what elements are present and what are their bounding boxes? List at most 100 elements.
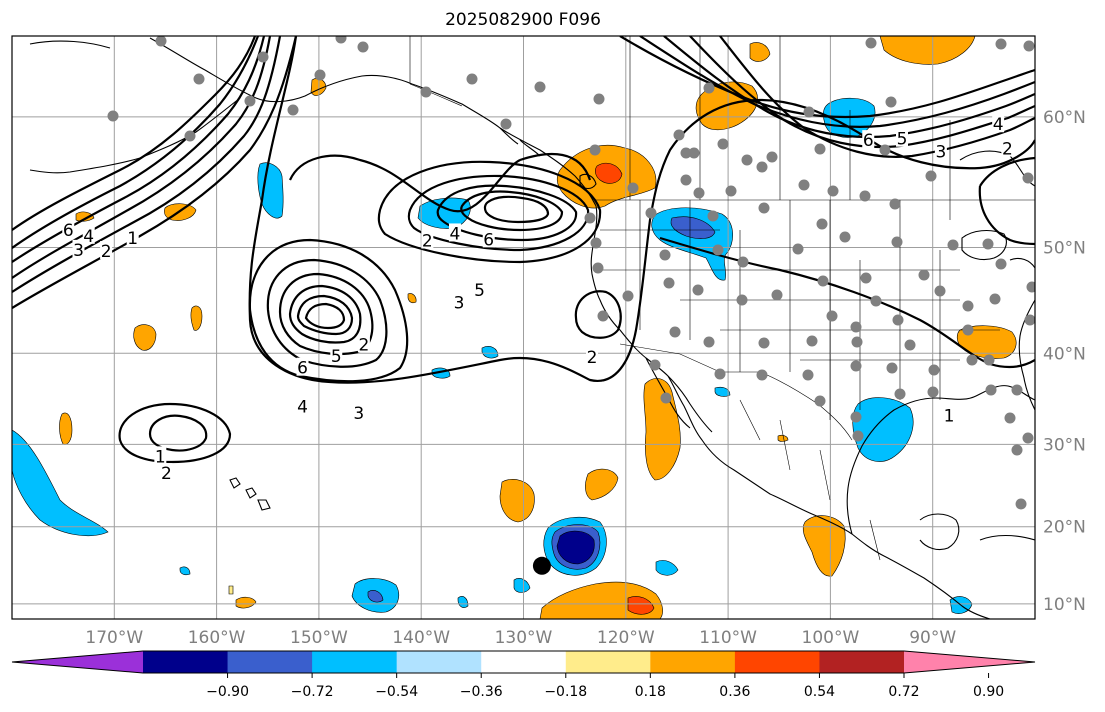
positive-anomaly-region	[133, 324, 157, 351]
contour-label: 2	[358, 335, 369, 355]
negative-anomaly-region	[655, 560, 679, 576]
storm-center-marker	[532, 556, 551, 575]
colorbar-tick-label: 0.36	[719, 684, 750, 700]
negative-anomaly-region	[179, 566, 191, 576]
map-frame	[11, 35, 1036, 620]
border-mexico-states	[739, 399, 881, 561]
longitude-tick-label: 140°W	[392, 628, 450, 648]
contour-label: 4	[993, 115, 1004, 135]
colorbar-segment	[481, 651, 567, 673]
island-cuba	[979, 534, 1035, 541]
positive-anomaly-region	[59, 412, 73, 445]
contour-line	[407, 174, 590, 252]
contour-line	[12, 36, 298, 309]
colorbar-segment	[650, 651, 736, 673]
colorbar-tick-label: −0.90	[206, 684, 249, 700]
political-borders	[409, 36, 1035, 561]
contour-label: 2	[422, 232, 433, 252]
contour-label: 6	[483, 230, 494, 250]
contour-line	[436, 184, 578, 242]
station-markers	[107, 36, 1035, 510]
latitude-labels: 10°N 20°N 30°N 40°N 50°N 60°N	[1043, 108, 1086, 615]
colorbar-segment	[227, 651, 313, 673]
positive-anomaly-region	[235, 596, 257, 609]
contour-label-bg	[473, 279, 486, 298]
coastline-yucatan	[919, 513, 960, 551]
colorbar: −0.90 −0.72 −0.54 −0.36 −0.18 0.18 0.36 0.54 0.7…	[11, 650, 1036, 700]
longitude-tick-label: 150°W	[290, 628, 348, 648]
colorbar-tick-label: −0.18	[544, 684, 587, 700]
contour-label: 5	[474, 281, 485, 301]
contour-line	[12, 36, 272, 279]
contour-line	[483, 195, 550, 224]
latitude-tick-label: 10°N	[1043, 595, 1086, 615]
colorbar-segment	[819, 651, 905, 673]
contour-label-bg	[72, 239, 85, 258]
contour-label: 2	[587, 348, 598, 368]
negative-anomaly-region	[457, 596, 469, 608]
contour-label-bg	[62, 219, 75, 238]
contour-label: 2	[101, 242, 112, 262]
positive-anomaly-region	[407, 293, 417, 304]
contour-line	[619, 36, 1035, 119]
contour-line	[12, 36, 257, 231]
negative-anomaly-region	[481, 346, 499, 359]
longitude-tick-label: 130°W	[495, 628, 553, 648]
negative-anomaly-region	[670, 216, 716, 239]
contour-label: 4	[297, 398, 308, 418]
contour-label: 4	[450, 224, 461, 244]
border-alaska-canada	[409, 36, 463, 107]
colorbar-segment	[396, 651, 482, 673]
colorbar-segment	[143, 651, 229, 673]
contour-label-bg	[296, 357, 309, 376]
contour-line	[574, 290, 622, 339]
contour-label-bg	[330, 346, 343, 365]
positive-anomaly-region	[499, 479, 535, 523]
contour-label-bg	[421, 230, 434, 249]
colorbar-segment	[734, 651, 820, 673]
colorbar-outline	[11, 650, 1036, 674]
longitude-tick-label: 170°W	[85, 628, 143, 648]
positive-anomaly-region	[749, 42, 771, 62]
contour-label: 3	[73, 241, 84, 261]
latitude-tick-label: 30°N	[1043, 435, 1086, 455]
contour-line	[12, 36, 266, 263]
longitude-tick-label: 110°W	[699, 628, 757, 648]
contour-label: 5	[331, 347, 342, 367]
positive-anomaly-region	[956, 325, 1017, 359]
contour-label-bg	[862, 130, 875, 149]
contour-label-bg	[934, 141, 947, 160]
contour-label: 3	[353, 404, 364, 424]
colorbar-extend-high	[904, 651, 1035, 673]
contour-label-bg	[586, 347, 599, 366]
coastline-great-lakes	[961, 229, 1035, 269]
positive-anomaly-region	[190, 305, 203, 331]
contour-label-bg	[100, 240, 113, 259]
positive-anomaly-region	[75, 211, 95, 222]
latitude-tick-label: 60°N	[1043, 108, 1086, 128]
negative-anomaly-region	[513, 578, 531, 593]
latitude-tick-label: 50°N	[1043, 239, 1086, 259]
contour-line	[248, 238, 409, 383]
contour-label-bg	[482, 229, 495, 248]
contour-line	[288, 284, 362, 344]
contour-line	[639, 36, 1035, 128]
positive-anomaly-region	[777, 434, 789, 442]
positive-anomaly-region	[585, 468, 619, 501]
contour-label-bg	[992, 114, 1005, 133]
contour-label-bg	[160, 463, 173, 482]
longitude-tick-label: 120°W	[597, 628, 655, 648]
longitude-tick-label: 100°W	[802, 628, 860, 648]
negative-anomaly-region	[714, 386, 731, 397]
longitude-labels: 170°W 160°W 150°W 140°W 130°W 120°W 110°W 100°W…	[85, 628, 956, 648]
latitude-tick-label: 20°N	[1043, 518, 1086, 538]
colorbar-tick-label: −0.72	[291, 684, 334, 700]
contour-lines	[12, 36, 1035, 464]
contour-label: 2	[161, 464, 172, 484]
negative-anomaly-region	[12, 429, 109, 537]
contour-line	[377, 160, 602, 264]
contour-label-bg	[154, 446, 167, 465]
contour-label: 4	[83, 227, 94, 247]
contour-label: 3	[454, 294, 465, 314]
